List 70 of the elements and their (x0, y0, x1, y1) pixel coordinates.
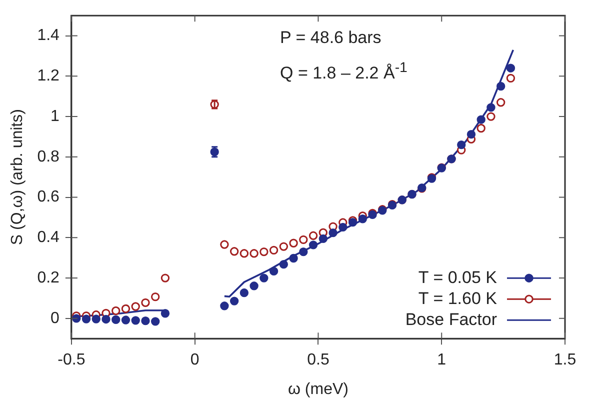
point (260, 274, 268, 282)
point (230, 296, 239, 306)
point (102, 314, 110, 324)
point (476, 115, 486, 124)
x-tick-label: -0.5 (58, 352, 86, 369)
point (486, 103, 496, 112)
point (289, 238, 298, 248)
point (72, 314, 81, 323)
point (220, 302, 229, 310)
point (141, 298, 150, 308)
y-tick-label: 1.2 (37, 68, 60, 85)
point (112, 306, 120, 316)
point (506, 64, 516, 72)
point (230, 247, 239, 256)
point (121, 304, 130, 314)
point (92, 314, 100, 324)
point (220, 240, 229, 249)
legend-label: Bose Factor (405, 310, 498, 329)
point (82, 314, 91, 324)
x-tick-label: 1.5 (554, 352, 576, 369)
legend-label: T = 1.60 K (418, 288, 498, 308)
y-tick-label: 0.6 (37, 188, 60, 206)
point (279, 242, 288, 251)
y-tick-label: 0 (50, 310, 60, 327)
point (476, 124, 486, 133)
x-tick-label: 1 (437, 352, 446, 369)
x-tick-label: 0 (190, 352, 200, 369)
point (299, 235, 308, 244)
point (269, 266, 278, 276)
point (338, 222, 348, 232)
x-axis-title: ω (meV) (288, 380, 348, 398)
point (131, 302, 140, 311)
y-tick-label: 1 (50, 108, 60, 125)
y-tick-label: 0.2 (37, 269, 60, 286)
point (150, 292, 160, 302)
annotation: P = 48.6 bars (280, 28, 382, 48)
point (279, 260, 288, 269)
point (486, 112, 496, 121)
point (121, 316, 130, 324)
point (250, 249, 258, 258)
point (250, 282, 258, 290)
point (160, 274, 170, 282)
point (150, 317, 160, 326)
point (308, 231, 318, 240)
point (358, 214, 367, 224)
point (240, 249, 249, 258)
point (131, 316, 140, 325)
point (269, 246, 278, 255)
y-tick-label: 1.4 (37, 27, 60, 44)
point (457, 140, 466, 150)
point (112, 315, 120, 324)
annotation: Q = 1.8 – 2.2 Å$^{-1}$ (280, 60, 408, 84)
legend-label: T = 0.05 K (418, 268, 498, 287)
point (141, 316, 150, 326)
x-tick-label: 0.5 (307, 352, 330, 369)
point (240, 288, 249, 298)
point (496, 82, 506, 91)
point (160, 309, 170, 318)
point (260, 247, 268, 256)
y-tick-label: 0.4 (37, 229, 60, 246)
point (506, 74, 516, 83)
y-tick-label: 0.8 (37, 148, 60, 166)
point (318, 234, 328, 244)
point (466, 130, 476, 139)
y-axis-title: S (Q,ω) (arb. units) (9, 109, 26, 246)
point (496, 98, 506, 107)
point (299, 247, 308, 256)
point (308, 240, 318, 250)
point (289, 254, 298, 263)
point (328, 228, 338, 238)
